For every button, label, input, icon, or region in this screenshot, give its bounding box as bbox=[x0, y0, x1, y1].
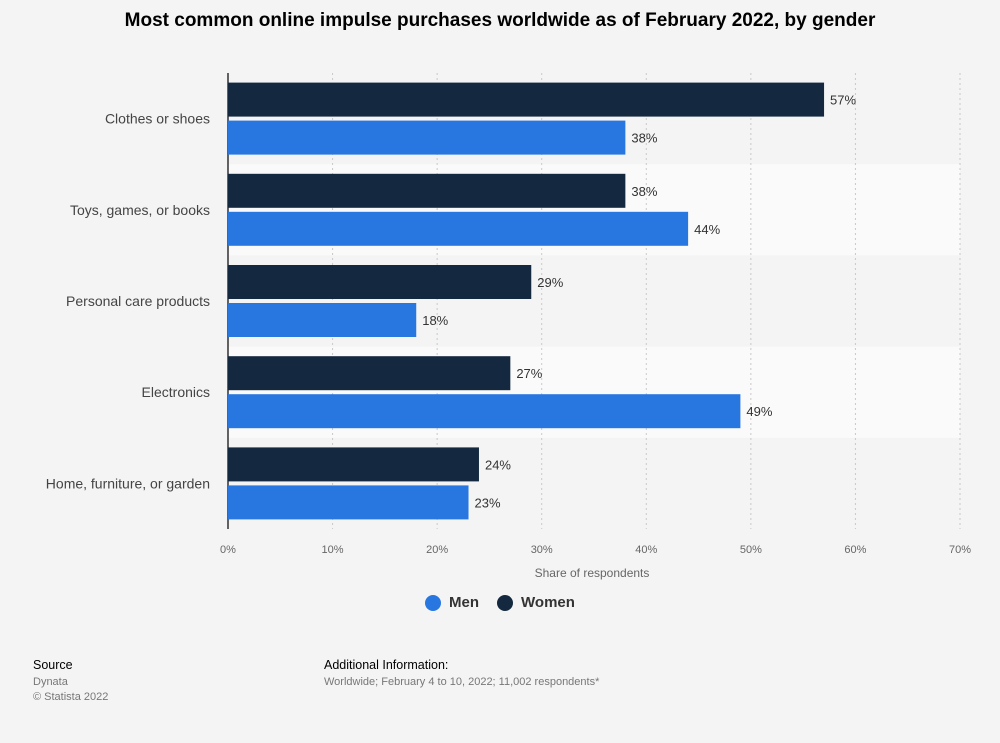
x-tick-label: 10% bbox=[322, 544, 344, 556]
data-label-women: 24% bbox=[485, 457, 511, 472]
legend-item-men[interactable]: Men bbox=[425, 594, 479, 611]
data-label-men: 18% bbox=[422, 313, 448, 328]
category-label: Electronics bbox=[142, 384, 210, 400]
category-label: Clothes or shoes bbox=[105, 111, 210, 127]
additional-info-heading: Additional Information: bbox=[324, 658, 449, 672]
legend-item-women[interactable]: Women bbox=[497, 594, 575, 611]
legend-dot-women bbox=[497, 594, 514, 611]
x-tick-label: 0% bbox=[220, 544, 236, 556]
bar-women bbox=[228, 173, 626, 208]
data-label-women: 27% bbox=[516, 366, 542, 381]
x-tick-label: 30% bbox=[531, 544, 553, 556]
source-block: Source Dynata © Statista 2022 bbox=[33, 658, 108, 705]
bar-women bbox=[228, 82, 825, 117]
data-label-men: 44% bbox=[694, 222, 720, 237]
legend-label-women: Women bbox=[521, 594, 575, 611]
bar-women bbox=[228, 265, 532, 299]
chart-title: Most common online impulse purchases wor… bbox=[124, 10, 876, 31]
bar-chart: 0% 10% 20% 30% 40% 50% 60% 70% Share of responde… bbox=[46, 73, 971, 580]
data-label-men: 23% bbox=[475, 495, 501, 510]
data-label-women: 29% bbox=[537, 275, 563, 290]
bar-men bbox=[228, 485, 469, 520]
bar-women bbox=[228, 356, 511, 391]
category-label: Home, furniture, or garden bbox=[46, 475, 210, 491]
additional-info-block: Additional Information: Worldwide; Febru… bbox=[324, 658, 599, 690]
category-label: Toys, games, or books bbox=[70, 202, 210, 218]
bar-men bbox=[228, 303, 417, 337]
data-label-women: 57% bbox=[830, 93, 856, 108]
source-heading: Source bbox=[33, 658, 73, 672]
x-tick-label: 60% bbox=[844, 544, 866, 556]
additional-info-text: Worldwide; February 4 to 10, 2022; 11,00… bbox=[324, 676, 600, 688]
x-tick-label: 20% bbox=[426, 544, 448, 556]
bar-men bbox=[228, 394, 741, 429]
bar-women bbox=[228, 447, 479, 482]
data-label-men: 49% bbox=[746, 404, 772, 419]
x-tick-label: 70% bbox=[949, 544, 971, 556]
category-label: Personal care products bbox=[66, 293, 210, 309]
legend-label-men: Men bbox=[449, 594, 480, 611]
x-tick-label: 40% bbox=[635, 544, 657, 556]
source-copyright: © Statista 2022 bbox=[33, 691, 109, 703]
source-name: Dynata bbox=[33, 676, 68, 688]
x-tick-label: 50% bbox=[740, 544, 762, 556]
data-label-women: 38% bbox=[631, 184, 657, 199]
x-axis-title: Share of respondents bbox=[535, 566, 650, 580]
data-label-men: 38% bbox=[631, 131, 657, 146]
bar-men bbox=[228, 211, 689, 246]
legend: Men Women bbox=[0, 594, 1000, 611]
legend-dot-men bbox=[425, 594, 442, 611]
bar-men bbox=[228, 120, 626, 155]
